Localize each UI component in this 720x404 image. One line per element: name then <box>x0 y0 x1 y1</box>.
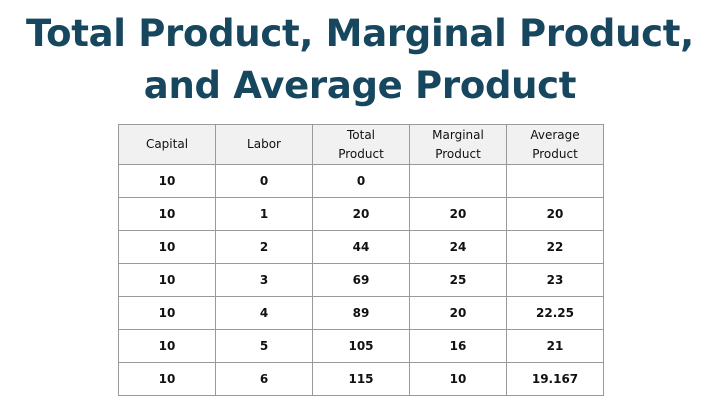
header-average-product-line1: Average <box>530 127 580 142</box>
cell-labor: 3 <box>215 263 313 297</box>
table-row: 10 6 115 10 19.167 <box>118 362 604 396</box>
cell-total-product: 115 <box>312 362 410 396</box>
cell-average-product: 19.167 <box>506 362 604 396</box>
table-row: 10 2 44 24 22 <box>118 230 604 264</box>
header-marginal-product: Marginal Product <box>409 124 507 165</box>
header-capital-label: Capital <box>145 137 189 151</box>
cell-capital: 10 <box>118 296 216 330</box>
header-total-product-line1: Total <box>346 127 376 142</box>
header-average-product: Average Product <box>506 124 604 165</box>
cell-average-product: 21 <box>506 329 604 363</box>
title-line-1: Total Product, Marginal Product, <box>26 12 694 55</box>
header-capital: Capital <box>118 124 216 165</box>
cell-capital: 10 <box>118 362 216 396</box>
cell-total-product: 105 <box>312 329 410 363</box>
cell-marginal-product: 10 <box>409 362 507 396</box>
cell-total-product: 44 <box>312 230 410 264</box>
slide-title: Total Product, Marginal Product, and Ave… <box>0 8 720 112</box>
cell-marginal-product: 24 <box>409 230 507 264</box>
cell-marginal-product <box>409 164 507 198</box>
cell-average-product: 22 <box>506 230 604 264</box>
table-row: 10 3 69 25 23 <box>118 263 604 297</box>
cell-capital: 10 <box>118 263 216 297</box>
cell-marginal-product: 16 <box>409 329 507 363</box>
cell-labor: 2 <box>215 230 313 264</box>
cell-average-product: 20 <box>506 197 604 231</box>
cell-labor: 1 <box>215 197 313 231</box>
header-labor-label: Labor <box>247 137 281 151</box>
cell-labor: 0 <box>215 164 313 198</box>
cell-average-product <box>506 164 604 198</box>
header-marginal-product-line2: Product <box>435 146 481 161</box>
table-header-row: Capital Labor Total Product Marginal Pro… <box>118 124 604 165</box>
cell-total-product: 0 <box>312 164 410 198</box>
header-marginal-product-line1: Marginal <box>432 127 484 142</box>
table-row: 10 5 105 16 21 <box>118 329 604 363</box>
table-row: 10 0 0 <box>118 164 604 198</box>
cell-labor: 5 <box>215 329 313 363</box>
cell-labor: 4 <box>215 296 313 330</box>
cell-marginal-product: 20 <box>409 197 507 231</box>
cell-capital: 10 <box>118 329 216 363</box>
production-table: Capital Labor Total Product Marginal Pro… <box>118 124 604 396</box>
cell-capital: 10 <box>118 230 216 264</box>
title-line-2: and Average Product <box>143 64 577 107</box>
header-average-product-line2: Product <box>532 146 578 161</box>
header-total-product-line2: Product <box>338 146 384 161</box>
cell-capital: 10 <box>118 197 216 231</box>
cell-marginal-product: 20 <box>409 296 507 330</box>
table-row: 10 1 20 20 20 <box>118 197 604 231</box>
cell-average-product: 23 <box>506 263 604 297</box>
cell-total-product: 20 <box>312 197 410 231</box>
header-total-product: Total Product <box>312 124 410 165</box>
cell-capital: 10 <box>118 164 216 198</box>
cell-total-product: 69 <box>312 263 410 297</box>
table-row: 10 4 89 20 22.25 <box>118 296 604 330</box>
cell-total-product: 89 <box>312 296 410 330</box>
cell-average-product: 22.25 <box>506 296 604 330</box>
cell-marginal-product: 25 <box>409 263 507 297</box>
cell-labor: 6 <box>215 362 313 396</box>
header-labor: Labor <box>215 124 313 165</box>
